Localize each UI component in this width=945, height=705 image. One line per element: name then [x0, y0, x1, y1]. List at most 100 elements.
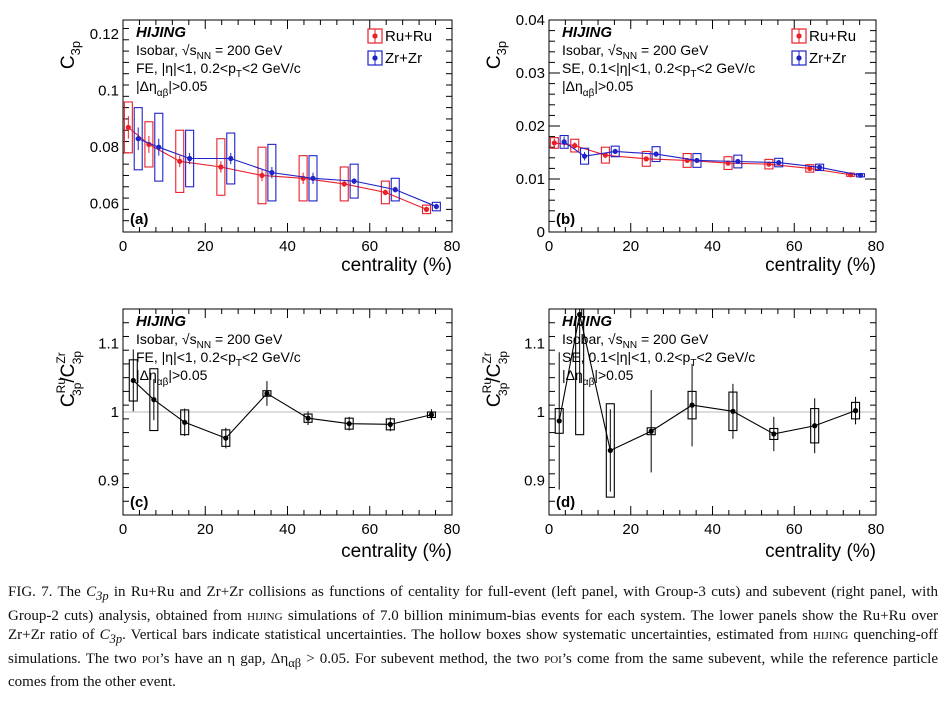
caption-text-3: simulations of 7.0 billion minimum-bias …	[8, 607, 938, 644]
x-tick-label: 60	[361, 238, 378, 255]
systematic-box	[610, 145, 620, 158]
data-point	[812, 423, 818, 429]
caption-text-2: in Ru+Ru and Zr+Zr collisions as functio…	[8, 584, 938, 624]
x-axis-label: centrality (%)	[765, 541, 876, 562]
y-tick-label: 0.9	[98, 473, 119, 490]
systematic-box	[815, 163, 825, 172]
x-tick-label: 80	[868, 521, 885, 538]
figure-caption: FIG. 7. The C3p in Ru+Ru and Zr+Zr colli…	[8, 583, 938, 693]
data-point	[346, 421, 352, 427]
data-point	[556, 418, 562, 424]
systematic-box	[605, 403, 615, 498]
y-tick-label: 1.1	[98, 335, 119, 352]
y-tick-label: 1.1	[524, 335, 545, 352]
systematic-box	[216, 138, 226, 196]
x-tick-label: 20	[622, 238, 639, 255]
y-label-sup: Ru	[54, 378, 68, 393]
series-zr-zr	[559, 134, 866, 178]
y-tick-label: 0.9	[524, 473, 545, 490]
y-tick-label: 0.12	[90, 26, 119, 43]
x-axis-label: centrality (%)	[765, 255, 876, 276]
generator-label: HIJING	[562, 24, 612, 41]
data-point	[816, 164, 823, 170]
cuts-label: SE, 0.1<|η|<1, 0.2<pT<2 GeV/c	[562, 349, 755, 369]
data-point	[382, 189, 388, 196]
y-label-sup2: Zr	[480, 352, 494, 363]
x-tick-label: 20	[197, 238, 214, 255]
legend-marker	[796, 55, 802, 61]
data-point	[125, 124, 131, 131]
x-tick-label: 80	[444, 238, 461, 255]
x-axis-label: centrality (%)	[341, 255, 452, 276]
generator-label: HIJING	[136, 24, 186, 41]
system-tail: = 200 GeV	[211, 42, 283, 58]
series-ratio	[554, 308, 861, 498]
gap-label: |Δηαβ|>0.05	[562, 78, 634, 99]
cuts-label: FE, |η|<1, 0.2<pT<2 GeV/c	[136, 349, 301, 369]
systematic-box	[257, 146, 267, 205]
y-label-c2: /C	[58, 364, 79, 383]
cuts-tail: <2 GeV/c	[242, 349, 301, 365]
data-point	[577, 311, 583, 318]
data-point	[857, 172, 864, 178]
system-label: Isobar, √sNN = 200 GeV	[136, 42, 283, 62]
systematic-box	[682, 153, 692, 168]
gap-label: |Δηαβ|>0.05	[136, 78, 208, 99]
gap-text: |Δη	[136, 367, 157, 383]
chart-panel-a: 0 20 40 60 80 0.06 0.08 0.1 0.12 centrality (%) C3…	[58, 19, 461, 276]
y-tick-label: 0.03	[516, 65, 545, 82]
generator-label: HIJING	[562, 313, 612, 330]
data-point	[561, 139, 567, 145]
system-sub: NN	[197, 51, 211, 62]
series-ru-ru	[123, 101, 432, 215]
cuts-sub: T	[690, 358, 696, 369]
x-tick-label: 0	[119, 521, 127, 538]
systematic-box	[339, 166, 349, 202]
data-point	[177, 158, 183, 164]
gap-sub: αβ	[583, 377, 595, 388]
caption-text-1: The	[52, 584, 87, 600]
systematic-box	[349, 163, 359, 199]
caption-fig-label: FIG. 7.	[8, 584, 53, 600]
systematic-box	[723, 156, 733, 171]
systematic-box	[692, 153, 702, 168]
data-point	[187, 155, 193, 162]
caption-poi-1: poi	[141, 650, 160, 667]
legend-marker	[372, 55, 378, 61]
y-label-c: C	[58, 393, 79, 407]
y-label-sub2: 3p	[70, 351, 84, 365]
gap-label: |Δηαβ|>0.05	[136, 367, 208, 388]
systematic-box	[175, 129, 185, 193]
panel-label: (d)	[556, 494, 575, 511]
data-point	[428, 412, 435, 418]
gap-tail: |>0.05	[168, 78, 207, 94]
x-tick-label: 80	[444, 521, 461, 538]
systematic-box	[421, 204, 432, 215]
data-point	[305, 415, 311, 421]
system-tail: = 200 GeV	[637, 331, 709, 347]
x-tick-label: 60	[786, 521, 803, 538]
cuts-text: SE, 0.1<|η|<1, 0.2<p	[562, 349, 691, 365]
caption-hijing-1: hijing	[247, 607, 283, 624]
data-point	[730, 408, 736, 414]
y-tick-label: 0	[537, 224, 545, 241]
data-point	[771, 431, 777, 437]
generator-label: HIJING	[136, 313, 186, 330]
legend-label: Zr+Zr	[809, 50, 846, 67]
systematic-box	[764, 158, 774, 170]
caption-c3p-sub-2: 3p	[109, 632, 123, 646]
data-point	[694, 157, 700, 164]
systematic-box	[380, 180, 390, 205]
systematic-box	[805, 164, 815, 173]
gap-label: |Δηαβ|>0.05	[562, 367, 634, 388]
x-tick-label: 60	[786, 238, 803, 255]
x-tick-label: 60	[361, 521, 378, 538]
data-point	[182, 419, 188, 425]
data-point	[572, 143, 578, 149]
caption-text-8: ’s come from the same subevent, while th…	[8, 650, 938, 691]
y-tick-label: 1	[537, 404, 545, 421]
systematic-box	[580, 147, 590, 165]
systematic-box	[600, 146, 610, 164]
caption-text-6: ’s have an η gap, Δη	[159, 650, 289, 667]
